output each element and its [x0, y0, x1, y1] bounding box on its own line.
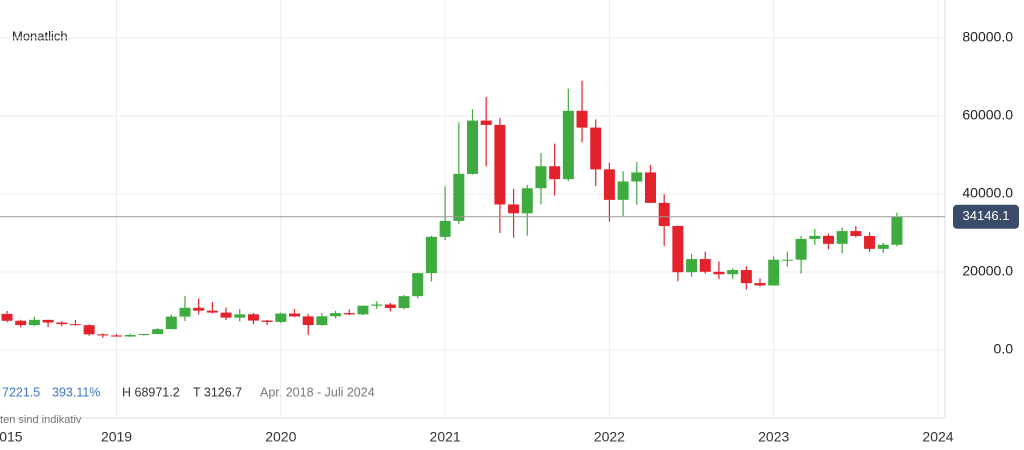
candle-body: [398, 296, 410, 308]
candle-body: [1, 313, 13, 321]
x-tick-label: 2024: [922, 429, 953, 445]
candle-body: [494, 124, 506, 205]
candle-body: [590, 127, 602, 170]
candle-body: [261, 320, 273, 322]
candle-body: [891, 216, 903, 245]
candle-body: [193, 307, 205, 311]
candle-body: [83, 325, 95, 335]
candle-body: [15, 320, 27, 326]
x-tick-label: 2020: [265, 429, 296, 445]
note: Daten sind indikativ: [0, 414, 82, 426]
candle-body: [795, 238, 807, 260]
candle-body: [69, 324, 81, 326]
y-tick-label: 20000.0: [962, 263, 1013, 279]
candle-body: [768, 259, 780, 286]
candle-body: [453, 173, 465, 221]
candle-body: [247, 314, 259, 321]
candle-body: [631, 172, 643, 182]
candle-body: [686, 259, 698, 273]
candle-body: [644, 172, 656, 203]
candle-body: [672, 225, 684, 273]
candle-body: [822, 235, 834, 244]
candle-body: [727, 270, 739, 275]
candle-body: [850, 231, 862, 236]
candle-body: [508, 204, 520, 214]
candle-body: [357, 305, 369, 315]
low: T 3126.7: [193, 385, 242, 399]
x-tick-label: 2022: [594, 429, 625, 445]
candle-body: [576, 110, 588, 128]
x-tick-label: 2023: [758, 429, 789, 445]
candle-body: [836, 231, 848, 244]
candle-body: [234, 314, 246, 318]
candle-body: [302, 316, 314, 326]
candle-body: [467, 120, 478, 174]
candle-body: [316, 316, 328, 326]
candle-body: [809, 235, 821, 239]
candle-body: [877, 244, 889, 249]
candle-body: [864, 235, 876, 249]
candle-body: [289, 313, 301, 317]
candle-body: [97, 334, 109, 336]
high: H 68971.2: [122, 385, 180, 399]
candle-body: [56, 322, 68, 325]
candle-body: [713, 271, 725, 275]
candle-body: [699, 259, 711, 272]
candle-body: [165, 316, 177, 330]
last-price-label: 34146.1: [963, 208, 1010, 223]
candle-body: [138, 334, 150, 336]
candle-body: [343, 313, 355, 315]
candle-body: [754, 283, 766, 286]
candle-body: [371, 304, 383, 306]
candle-body: [781, 259, 793, 261]
candle-body: [658, 202, 670, 226]
candle-body: [152, 329, 164, 335]
candle-body: [330, 313, 342, 317]
candle-body: [535, 166, 547, 189]
candle-body: [124, 335, 136, 337]
candle-body: [384, 304, 396, 308]
candle-body: [549, 166, 561, 180]
x-tick-label: 2021: [430, 429, 461, 445]
candle-body: [28, 319, 40, 326]
y-tick-label: 60000.0: [962, 107, 1013, 123]
candle-body: [439, 220, 451, 237]
candle-body: [179, 307, 191, 317]
candle-body: [412, 273, 424, 297]
x-tick-label: 2019: [101, 429, 132, 445]
last-price-box: [953, 204, 1019, 229]
candle-body: [42, 319, 54, 323]
change-pct: 393.11%: [52, 385, 100, 399]
candle-body: [740, 270, 752, 284]
x-tick-label: 2015: [0, 429, 23, 445]
candle-body: [275, 313, 287, 322]
candle-body: [220, 312, 232, 318]
candle-body: [521, 188, 533, 214]
y-tick-label: 40000.0: [962, 185, 1013, 201]
candle-body: [425, 236, 437, 274]
candle-body: [562, 110, 574, 180]
candle-body: [111, 335, 123, 337]
candle-body: [617, 181, 629, 200]
y-tick-label: 0.0: [994, 341, 1014, 357]
candle-body: [206, 310, 218, 313]
range: Apr. 2018 - Juli 2024: [260, 385, 375, 399]
candle-body: [480, 120, 492, 125]
change: 7221.5: [2, 385, 40, 399]
y-tick-label: 80000.0: [962, 29, 1013, 45]
chart-title: Monatlich: [12, 28, 68, 43]
candle-body: [603, 169, 615, 200]
